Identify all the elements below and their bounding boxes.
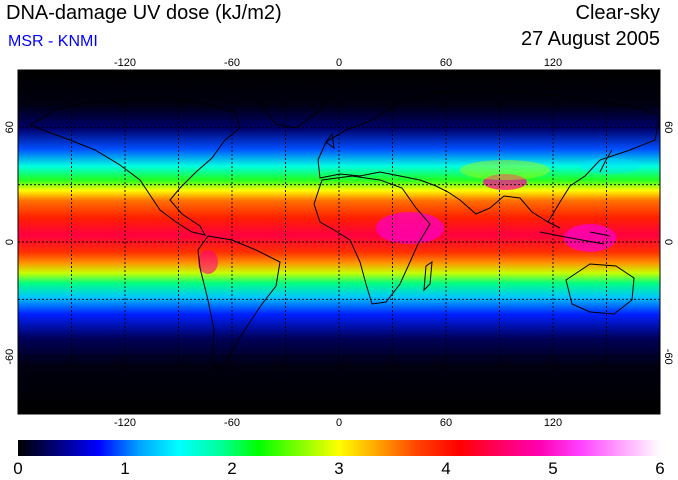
right-lat-ticks: 60 0 -60: [662, 121, 674, 364]
colorbar-label-3: 3: [334, 459, 343, 478]
top-lon-ticks: -120 -60 0 60 120: [114, 57, 562, 69]
tick-lon-bottom-0: 0: [336, 417, 342, 429]
tick-lon-bottom-m120: -120: [114, 417, 136, 429]
bottom-lon-ticks: -120 -60 0 60 120: [114, 417, 562, 429]
regional-anomalies: [198, 158, 640, 274]
tick-lon-top-0: 0: [336, 57, 342, 69]
left-lat-ticks: 60 0 -60: [4, 121, 16, 364]
coast-australia: [565, 263, 635, 315]
tick-lat-left-m60: -60: [4, 349, 16, 365]
tick-lat-right-60: 60: [662, 121, 674, 133]
tick-lon-top-120: 120: [544, 57, 562, 69]
tick-lon-bottom-120: 120: [544, 417, 562, 429]
tick-lat-left-0: 0: [4, 239, 16, 245]
tick-lon-top-60: 60: [440, 57, 452, 69]
date-label: 27 August 2005: [520, 28, 660, 50]
tick-lon-top-m120: -120: [114, 57, 136, 69]
sky-condition-label: Clear-sky: [575, 2, 660, 24]
coast-japan: [599, 149, 613, 173]
tick-lon-bottom-m60: -60: [224, 417, 240, 429]
colorbar-labels: 0 1 2 3 4 5 6: [13, 459, 664, 478]
tick-lat-right-m60: -60: [662, 349, 674, 365]
source-label: MSR - KNMI: [8, 33, 98, 50]
colorbar: [18, 440, 660, 456]
tick-lat-left-60: 60: [4, 121, 16, 133]
coast-europe-asia: [317, 89, 660, 223]
colorbar-label-6: 6: [655, 459, 664, 478]
coast-africa: [313, 175, 431, 305]
coast-uk: [325, 132, 335, 150]
coast-madagascar: [423, 261, 433, 292]
graticule: [18, 70, 660, 414]
colorbar-label-2: 2: [227, 459, 236, 478]
colorbar-label-4: 4: [441, 459, 450, 478]
colorbar-label-1: 1: [120, 459, 129, 478]
map-frame: [17, 69, 661, 415]
tick-lon-bottom-60: 60: [440, 417, 452, 429]
colorbar-label-5: 5: [548, 459, 557, 478]
colorbar-label-0: 0: [13, 459, 22, 478]
map-title: DNA-damage UV dose (kJ/m2): [6, 2, 282, 24]
tick-lat-right-0: 0: [662, 239, 674, 245]
coastlines: [28, 79, 660, 373]
coast-north-america: [28, 97, 241, 236]
tick-lon-top-m60: -60: [224, 57, 240, 69]
coast-greenland: [254, 79, 331, 129]
